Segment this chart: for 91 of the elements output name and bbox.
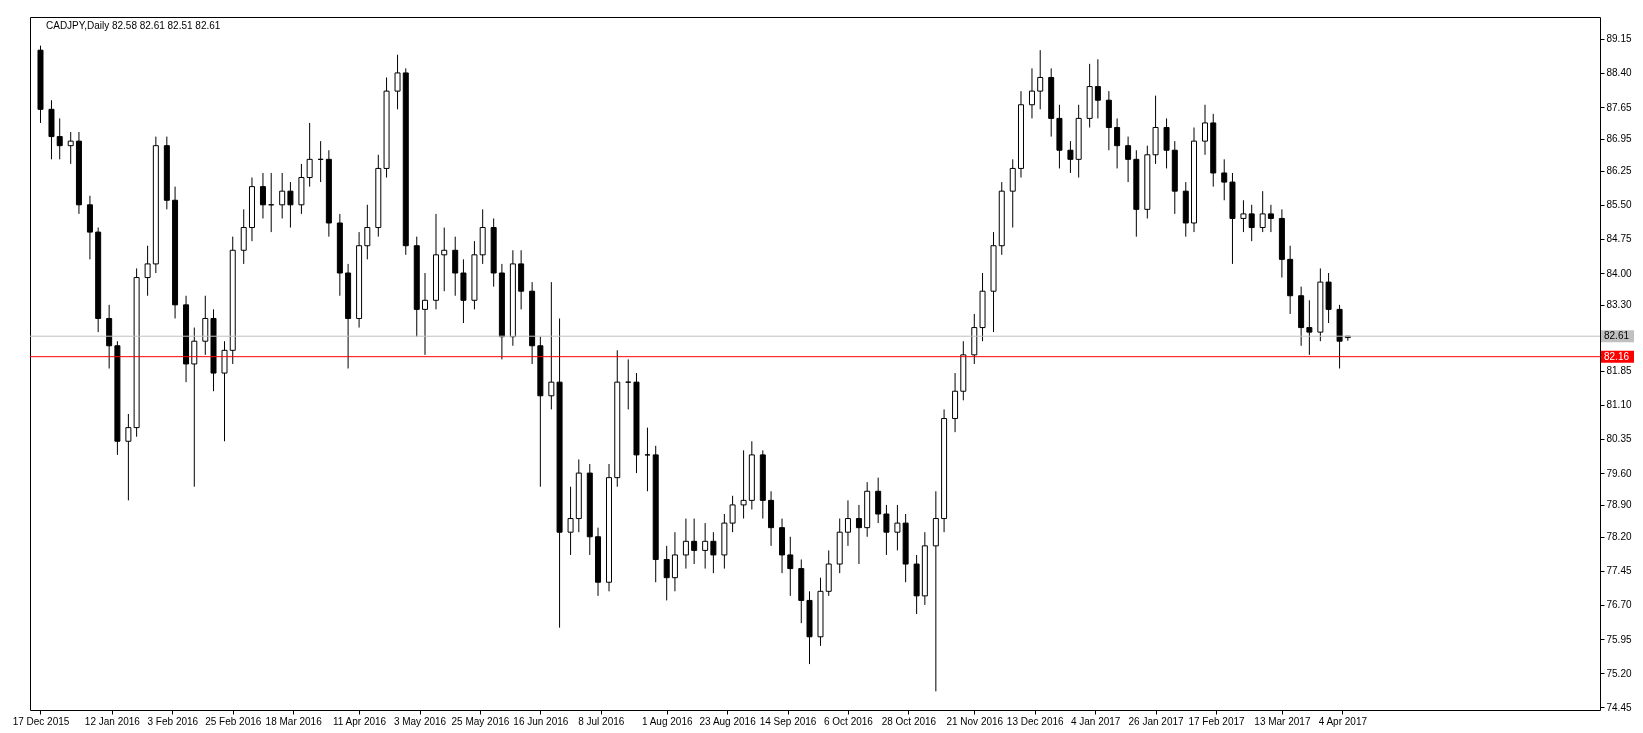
x-tick-label: 25 May 2016 xyxy=(451,715,510,727)
candlestick xyxy=(1259,190,1266,233)
y-tick-label: 79.60 xyxy=(1606,467,1632,479)
candlestick xyxy=(663,545,670,601)
x-tick-label: 1 Aug 2016 xyxy=(641,715,693,727)
x-tick-label: 3 May 2016 xyxy=(393,715,447,727)
candlestick xyxy=(191,327,198,488)
candlestick xyxy=(710,531,717,574)
x-tick-label: 25 Feb 2016 xyxy=(205,715,262,727)
y-tick-label: 86.95 xyxy=(1606,133,1632,145)
candlestick xyxy=(567,486,574,556)
candlestick xyxy=(691,518,698,565)
candlestick xyxy=(394,54,401,110)
x-tick-label: 6 Oct 2016 xyxy=(824,715,874,727)
candlestick xyxy=(548,281,555,410)
candlestick xyxy=(1306,299,1313,356)
candlestick xyxy=(1202,104,1208,156)
x-tick-label: 8 Jul 2016 xyxy=(578,715,625,727)
candlestick xyxy=(1267,204,1274,233)
y-tick-label: 81.10 xyxy=(1606,399,1632,411)
candlestick xyxy=(422,272,428,356)
candlestick xyxy=(1028,67,1035,119)
candlestick xyxy=(644,427,651,492)
y-tick-label: 77.45 xyxy=(1606,565,1632,577)
candlestick xyxy=(1248,204,1255,242)
x-tick-label: 14 Sep 2016 xyxy=(759,715,817,727)
candlestick xyxy=(625,358,632,410)
x-tick-label: 21 Nov 2016 xyxy=(946,715,1004,727)
x-tick-label: 17 Feb 2017 xyxy=(1188,715,1245,727)
x-tick-label: 11 Apr 2016 xyxy=(332,715,387,727)
candlestick xyxy=(1240,199,1247,233)
candlestick xyxy=(221,340,228,442)
candlestick xyxy=(240,208,247,265)
x-tick-label: 12 Jan 2016 xyxy=(84,715,141,727)
x-tick-label: 18 Mar 2016 xyxy=(265,715,323,727)
candlestick xyxy=(1009,158,1016,229)
y-tick-label: 88.40 xyxy=(1606,67,1632,79)
candlestick xyxy=(883,504,890,556)
x-tick-label: 17 Dec 2015 xyxy=(12,715,70,727)
candlestick xyxy=(671,531,678,592)
ref-line-label: 82.16 xyxy=(1604,350,1630,362)
candlestick xyxy=(441,227,448,292)
y-tick-label: 83.30 xyxy=(1606,299,1632,311)
candlestick xyxy=(452,236,459,297)
candlestick xyxy=(702,522,709,570)
x-tick-label: 13 Mar 2017 xyxy=(1254,715,1311,727)
x-tick-label: 26 Jan 2017 xyxy=(1128,715,1185,727)
x-tick-label: 16 Jun 2016 xyxy=(513,715,569,727)
y-tick-label: 76.70 xyxy=(1606,599,1632,611)
x-tick-label: 23 Aug 2016 xyxy=(699,715,757,727)
candlestick xyxy=(279,172,286,219)
candlestick xyxy=(1221,158,1228,201)
y-tick-label: 85.50 xyxy=(1606,199,1632,211)
candlestick xyxy=(740,449,747,520)
candlestick xyxy=(1125,136,1132,183)
candlestick xyxy=(844,499,851,547)
y-tick-label: 75.20 xyxy=(1606,667,1632,679)
y-tick-label: 84.75 xyxy=(1606,233,1632,245)
candlestick xyxy=(1037,49,1044,110)
candlestick xyxy=(202,295,209,356)
candlestick xyxy=(1163,117,1170,169)
y-tick-label: 75.95 xyxy=(1606,633,1632,645)
y-tick-label: 80.35 xyxy=(1606,433,1632,445)
x-tick-label: 4 Jan 2017 xyxy=(1070,715,1121,727)
candlestick xyxy=(875,477,882,524)
candlestick xyxy=(787,536,794,597)
y-tick-label: 89.15 xyxy=(1606,33,1632,45)
y-tick-label: 81.85 xyxy=(1606,365,1632,377)
y-tick-label: 84.00 xyxy=(1606,267,1632,279)
candlestick xyxy=(259,172,266,219)
y-tick-label: 78.90 xyxy=(1606,499,1632,511)
y-tick-label: 87.65 xyxy=(1606,101,1632,113)
candlestick xyxy=(1114,117,1121,169)
y-tick-label: 86.25 xyxy=(1606,165,1632,177)
x-tick-label: 4 Apr 2017 xyxy=(1318,715,1368,727)
candlestick xyxy=(144,245,151,297)
y-tick-label: 78.20 xyxy=(1606,531,1632,543)
candlestick xyxy=(364,204,371,260)
x-tick-label: 3 Feb 2016 xyxy=(147,715,199,727)
candlestick xyxy=(67,131,74,165)
chart-title: CADJPY,Daily 82.58 82.61 82.51 82.61 xyxy=(46,20,221,31)
x-tick-label: 13 Dec 2016 xyxy=(1006,715,1065,727)
candlestick xyxy=(1094,58,1101,119)
ref-line-label: 82.61 xyxy=(1604,330,1630,342)
candlestick xyxy=(56,117,63,160)
candlestick xyxy=(682,518,689,570)
candlestick xyxy=(855,504,862,565)
candlestick xyxy=(1067,140,1074,174)
y-tick-label: 74.45 xyxy=(1606,701,1632,713)
x-tick-label: 28 Oct 2016 xyxy=(881,715,937,727)
candlestick xyxy=(287,181,294,229)
